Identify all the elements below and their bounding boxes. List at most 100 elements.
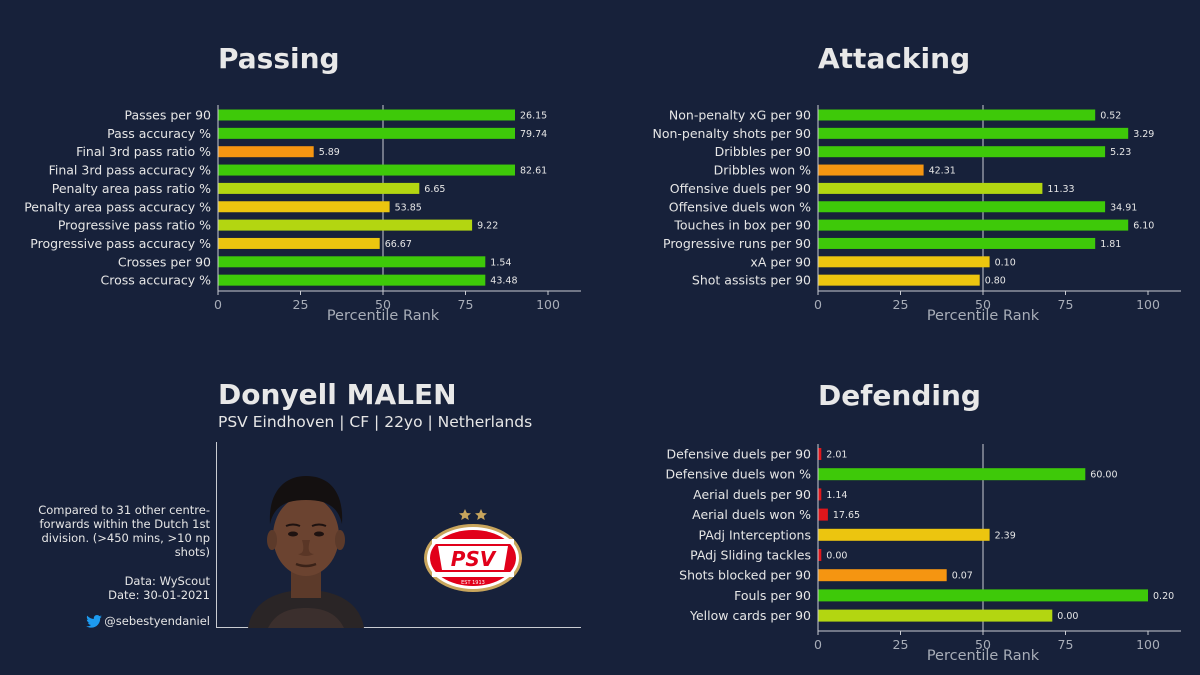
defending-value-label-7: 0.07 (952, 571, 973, 582)
defending-x-tick-label-0: 0 (814, 637, 822, 652)
attacking-category-label-7: Touches in box per 90 (673, 218, 811, 233)
player-frame-left-border (216, 442, 217, 628)
defending-x-tick-label-75: 75 (1058, 637, 1074, 652)
defending-chart-svg: Defending Defensive duels per 90 2.01 Defen… (665, 379, 1181, 664)
defending-value-label-2: 60.00 (1090, 470, 1117, 481)
defending-value-label-8: 0.20 (1153, 591, 1174, 602)
attacking-category-label-10: Shot assists per 90 (692, 273, 811, 288)
passing-category-label-9: Crosses per 90 (118, 254, 211, 269)
defending-category-label-7: Shots blocked per 90 (679, 568, 811, 583)
player-frame-bottom-border (216, 627, 581, 628)
attacking-value-label-2: 3.29 (1133, 129, 1154, 140)
defending-value-label-9: 0.00 (1057, 611, 1078, 622)
passing-x-tick-label-50: 50 (375, 297, 391, 312)
attacking-bar-4 (818, 164, 924, 176)
attacking-x-tick-label-75: 75 (1058, 297, 1074, 312)
passing-value-label-10: 43.48 (490, 276, 517, 287)
attacking-category-label-3: Dribbles per 90 (715, 144, 811, 159)
passing-category-label-6: Penalty area pass accuracy % (24, 199, 211, 214)
defending-category-label-3: Aerial duels per 90 (693, 487, 811, 502)
attacking-category-label-9: xA per 90 (750, 254, 811, 269)
passing-value-label-3: 5.89 (319, 147, 340, 158)
passing-x-tick-label-0: 0 (214, 297, 222, 312)
attacking-category-label-4: Dribbles won % (714, 163, 812, 178)
psv-crest-text: PSV (451, 547, 497, 571)
attacking-bar-8 (818, 237, 1096, 249)
player-section: Donyell MALEN PSV Eindhoven | CF | 22yo … (30, 378, 581, 628)
data-source-line: Data: WyScout (124, 574, 210, 588)
defending-bar-5 (818, 528, 990, 541)
attacking-bar-5 (818, 182, 1043, 194)
passing-bar-3 (218, 146, 314, 158)
passing-category-label-3: Final 3rd pass ratio % (76, 144, 211, 159)
defending-bar-1 (818, 448, 822, 460)
defending-x-tick-label-50: 50 (975, 637, 991, 652)
attacking-title: Attacking (818, 42, 970, 75)
passing-x-tick-label-100: 100 (536, 297, 560, 312)
attacking-bar-10 (818, 274, 980, 286)
defending-value-label-4: 17.65 (833, 510, 860, 521)
attacking-category-label-1: Non-penalty xG per 90 (669, 108, 811, 123)
passing-bar-7 (218, 219, 473, 231)
player-subtitle: PSV Eindhoven | CF | 22yo | Netherlands (218, 413, 533, 431)
passing-bar-2 (218, 127, 515, 139)
defending-chart: Defending Defensive duels per 90 2.01 Defen… (600, 340, 1200, 675)
attacking-value-label-4: 42.31 (929, 166, 956, 177)
passing-category-label-5: Penalty area pass ratio % (52, 181, 211, 196)
defending-category-label-2: Defensive duels won % (665, 467, 811, 482)
passing-category-label-4: Final 3rd pass accuracy % (49, 163, 212, 178)
attacking-bar-6 (818, 201, 1106, 213)
passing-x-tick-label-25: 25 (293, 297, 309, 312)
passing-bar-5 (218, 182, 420, 194)
attacking-category-label-8: Progressive runs per 90 (663, 236, 811, 251)
defending-value-label-3: 1.14 (826, 490, 847, 501)
passing-category-label-2: Pass accuracy % (107, 126, 211, 141)
passing-value-label-6: 53.85 (395, 202, 422, 213)
defending-category-label-4: Aerial duels won % (692, 507, 811, 522)
passing-category-label-7: Progressive pass ratio % (58, 218, 211, 233)
defending-x-axis-label: Percentile Rank (927, 648, 1040, 664)
attacking-value-label-1: 0.52 (1100, 111, 1121, 122)
passing-title: Passing (218, 42, 340, 75)
twitter-handle-text: @sebestyendaniel (104, 614, 210, 628)
passing-value-label-8: 66.67 (385, 239, 412, 250)
passing-value-label-9: 1.54 (490, 257, 511, 268)
psv-crest-icon: PSV EST 1913 (424, 509, 522, 592)
player-portrait-icon (248, 476, 364, 628)
passing-category-label-1: Passes per 90 (125, 108, 212, 123)
psv-crest-year: EST 1913 (461, 580, 485, 586)
attacking-value-label-3: 5.23 (1110, 147, 1131, 158)
attacking-bar-2 (818, 127, 1129, 139)
attacking-chart: Attacking Non-penalty xG per 90 0.52 Non-pe… (600, 0, 1200, 340)
attacking-x-tick-label-0: 0 (814, 297, 822, 312)
attacking-x-axis-label: Percentile Rank (927, 308, 1040, 324)
defending-category-label-9: Yellow cards per 90 (689, 608, 811, 623)
data-date-line: Date: 30-01-2021 (108, 588, 210, 602)
attacking-category-label-5: Offensive duels per 90 (670, 181, 811, 196)
defending-bar-2 (818, 468, 1086, 481)
defending-bar-6 (818, 549, 822, 561)
attacking-bar-7 (818, 219, 1129, 231)
defending-value-label-1: 2.01 (826, 450, 847, 461)
attacking-x-tick-label-100: 100 (1136, 297, 1160, 312)
defending-bar-4 (818, 508, 828, 521)
defending-bar-3 (818, 488, 822, 501)
defending-bar-9 (818, 609, 1053, 622)
defending-category-label-8: Fouls per 90 (734, 588, 811, 603)
defending-bar-8 (818, 589, 1148, 602)
attacking-x-tick-label-50: 50 (975, 297, 991, 312)
passing-bar-8 (218, 237, 380, 249)
player-name: Donyell MALEN (218, 378, 457, 411)
attacking-category-label-2: Non-penalty shots per 90 (653, 126, 812, 141)
defending-title: Defending (818, 379, 981, 412)
attacking-value-label-9: 0.10 (995, 257, 1016, 268)
defending-category-label-1: Defensive duels per 90 (666, 447, 811, 462)
passing-bar-1 (218, 109, 515, 121)
passing-value-label-5: 6.65 (424, 184, 445, 195)
defending-x-tick-label-100: 100 (1136, 637, 1160, 652)
passing-value-label-7: 9.22 (477, 221, 498, 232)
defending-value-label-6: 0.00 (826, 551, 847, 562)
defending-category-label-6: PAdj Sliding tackles (690, 548, 811, 563)
twitter-credit: @sebestyendaniel (30, 614, 210, 628)
passing-category-label-10: Cross accuracy % (101, 273, 212, 288)
